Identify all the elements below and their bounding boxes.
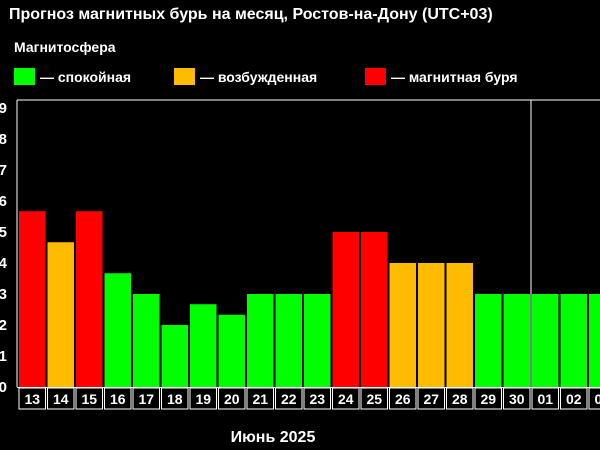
x-tick-box-13	[18, 387, 46, 410]
legend-swatch-calm	[14, 68, 35, 85]
bar-02	[560, 294, 587, 387]
bar-13	[19, 211, 46, 387]
x-tick-box-21	[246, 387, 274, 410]
bar-03	[589, 294, 600, 387]
x-tick-box-26	[389, 387, 417, 410]
x-tick-box-20	[218, 387, 246, 410]
x-tick-label-24: 24	[338, 391, 354, 407]
y-tick-label: 2	[0, 317, 7, 334]
x-tick-box-24	[332, 387, 360, 410]
x-tick-box-03	[588, 387, 600, 410]
y-tick-label: 1	[0, 348, 7, 365]
y-tick-label: 9	[0, 100, 7, 117]
legend-label-storm: — магнитная буря	[391, 69, 518, 85]
bar-20	[218, 314, 245, 387]
bar-25	[361, 232, 388, 387]
x-tick-box-22	[275, 387, 303, 410]
bar-18	[161, 325, 188, 387]
x-tick-box-28	[446, 387, 474, 410]
x-tick-label-19: 19	[195, 391, 211, 407]
y-tick-label: 5	[0, 224, 7, 241]
bar-15	[76, 211, 103, 387]
bar-17	[133, 294, 160, 387]
x-tick-label-25: 25	[366, 391, 382, 407]
x-tick-label-18: 18	[167, 391, 183, 407]
y-tick-label: 0	[0, 379, 7, 396]
x-tick-box-17	[132, 387, 160, 410]
legend-swatch-excited	[174, 68, 195, 85]
x-tick-box-14	[47, 387, 75, 410]
bar-22	[275, 294, 302, 387]
x-tick-box-29	[474, 387, 502, 410]
x-tick-box-15	[75, 387, 103, 410]
x-tick-label-16: 16	[110, 391, 126, 407]
x-tick-label-20: 20	[224, 391, 240, 407]
bar-23	[304, 294, 331, 387]
bar-27	[418, 263, 445, 387]
x-tick-label-26: 26	[395, 391, 411, 407]
bar-28	[446, 263, 473, 387]
x-tick-box-30	[503, 387, 531, 410]
x-tick-box-19	[189, 387, 217, 410]
x-tick-label-29: 29	[480, 391, 496, 407]
x-tick-label-14: 14	[53, 391, 69, 407]
x-tick-label-15: 15	[81, 391, 97, 407]
x-tick-label-03: 03	[594, 391, 600, 407]
x-axis-label: Июнь 2025	[231, 429, 316, 446]
bar-19	[190, 304, 217, 387]
bar-14	[47, 242, 74, 387]
x-tick-box-27	[417, 387, 445, 410]
legend-label-excited: — возбужденная	[200, 69, 318, 85]
x-tick-label-01: 01	[537, 391, 553, 407]
magnetosphere-subtitle: Магнитосфера	[14, 39, 116, 55]
x-tick-label-27: 27	[423, 391, 439, 407]
x-tick-label-17: 17	[138, 391, 154, 407]
x-tick-label-02: 02	[566, 391, 582, 407]
y-tick-label: 3	[0, 286, 7, 303]
x-tick-box-01	[531, 387, 559, 410]
y-tick-label: 8	[0, 131, 7, 148]
x-tick-box-16	[104, 387, 132, 410]
x-tick-label-23: 23	[309, 391, 325, 407]
bar-21	[247, 294, 274, 387]
x-tick-box-25	[360, 387, 388, 410]
legend-label-calm: — спокойная	[40, 69, 132, 85]
bar-30	[503, 294, 530, 387]
x-tick-box-23	[303, 387, 331, 410]
legend-swatch-storm	[365, 68, 386, 85]
x-tick-label-28: 28	[452, 391, 468, 407]
y-tick-label: 6	[0, 193, 7, 210]
x-tick-label-21: 21	[252, 391, 268, 407]
y-tick-label: 4	[0, 255, 8, 272]
bar-26	[389, 263, 416, 387]
x-tick-label-30: 30	[509, 391, 525, 407]
x-tick-label-13: 13	[24, 391, 40, 407]
y-tick-label: 7	[0, 162, 7, 179]
x-tick-label-22: 22	[281, 391, 297, 407]
x-tick-box-02	[560, 387, 588, 410]
bar-16	[104, 273, 131, 387]
bar-24	[332, 232, 359, 387]
bar-01	[532, 294, 559, 387]
page-title: Прогноз магнитных бурь на месяц, Ростов-…	[9, 6, 493, 23]
bar-29	[475, 294, 502, 387]
x-tick-box-18	[161, 387, 189, 410]
